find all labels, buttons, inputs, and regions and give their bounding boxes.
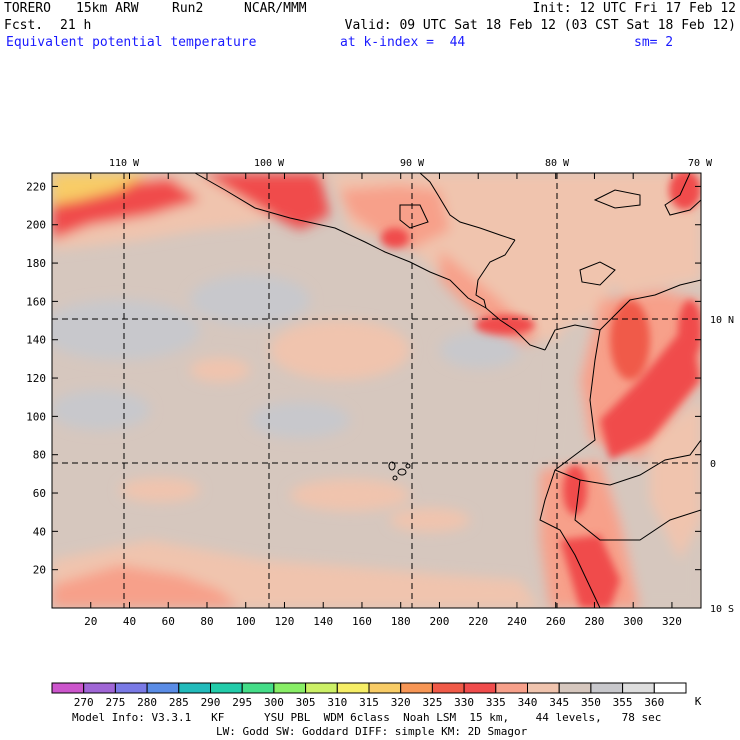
colorbar-level-label: 325 [422,696,442,709]
colorbar-level-label: 270 [74,696,94,709]
x-tick-label: 100 [236,615,256,628]
y-tick-label: 20 [33,564,46,577]
level-label: at k-index = 44 [340,35,466,50]
x-tick-label: 120 [275,615,295,628]
colorbar-swatch [653,682,687,694]
y-tick-label: 160 [26,295,46,308]
x-tick-label: 200 [430,615,450,628]
colorbar-swatch [622,682,655,694]
x-tick-label: 240 [507,615,527,628]
lon-label-100w: 100 W [254,158,285,169]
lat-label-0: 0 [710,459,716,470]
y-tick-label: 60 [33,487,46,500]
init-time: Init: 12 UTC Fri 17 Feb 12 [532,1,737,16]
colorbar [51,682,687,694]
colorbar-unit: K [695,695,702,708]
colorbar-swatch [431,682,465,694]
x-tick-label: 40 [123,615,136,628]
x-tick-label: 180 [391,615,411,628]
colorbar-swatch [558,682,592,694]
x-tick-label: 320 [662,615,682,628]
lon-label-80w: 80 W [545,158,570,169]
x-tick-label: 60 [162,615,175,628]
smoothing-label: sm= 2 [634,35,674,50]
colorbar-level-label: 340 [518,696,538,709]
colorbar-level-label: 345 [549,696,569,709]
theta-e-field [52,173,701,608]
y-tick-label: 140 [26,334,46,347]
colorbar-level-label: 300 [264,696,284,709]
colorbar-swatch [273,682,307,694]
run-label: Run2 [172,1,204,16]
colorbar-level-label: 350 [581,696,601,709]
y-tick-label: 100 [26,410,46,423]
colorbar-swatch [463,682,497,694]
y-tick-label: 200 [26,219,46,232]
x-tick-label: 300 [623,615,643,628]
colorbar-level-label: 310 [327,696,347,709]
colorbar-swatch [400,682,433,694]
colorbar-swatch [495,682,528,694]
colorbar-level-label: 305 [296,696,316,709]
colorbar-swatch [590,682,624,694]
colorbar-level-label: 275 [105,696,125,709]
y-tick-label: 80 [33,449,46,462]
colorbar-swatch [51,682,85,694]
valid-time: Valid: 09 UTC Sat 18 Feb 12 (03 CST Sat … [344,18,736,33]
colorbar-swatch [368,682,402,694]
colorbar-level-label: 295 [232,696,252,709]
y-tick-label: 40 [33,525,46,538]
colorbar-swatch [146,682,180,694]
model-resolution: 15km ARW [76,1,139,16]
colorbar-swatch [527,682,560,694]
x-tick-label: 80 [200,615,213,628]
colorbar-level-label: 355 [613,696,633,709]
colorbar-swatch [114,682,148,694]
y-tick-label: 180 [26,257,46,270]
plot-frame [51,172,702,609]
y-tick-label: 220 [26,180,46,193]
colorbar-swatch [178,682,212,694]
colorbar-level-label: 280 [137,696,157,709]
forecast-hours: 21 h [60,18,92,33]
lon-label-110w: 110 W [109,158,140,169]
colorbar-level-label: 335 [486,696,506,709]
x-tick-label: 260 [546,615,566,628]
colorbar-level-label: 320 [391,696,411,709]
physics-info: LW: Godd SW: Goddard DIFF: simple KM: 2D… [216,725,528,738]
lon-label-90w: 90 W [400,158,425,169]
colorbar-level-label: 360 [644,696,664,709]
x-axis-ticks: 20 40 60 80 100 120 140 160 180 200 220 240 260 280 30… [84,173,682,628]
x-tick-label: 160 [352,615,372,628]
field-title: Equivalent potential temperature [6,35,257,50]
org-label: NCAR/MMM [244,1,307,16]
colorbar-swatch [336,682,370,694]
colorbar-level-label: 330 [454,696,474,709]
lat-label-10n: 10 N [710,315,734,326]
colorbar-level-label: 290 [201,696,221,709]
colorbar-labels: 270 275 280 285 290 295 300 305 310 315 320 325 330 3… [74,696,664,709]
colorbar-swatch [241,682,275,694]
lat-lon-gridlines [52,173,701,608]
model-name: TORERO [4,1,51,16]
coastlines [194,173,701,608]
lon-label-70w: 70 W [688,158,713,169]
colorbar-level-label: 315 [359,696,379,709]
colorbar-swatch [210,682,243,694]
colorbar-level-label: 285 [169,696,189,709]
model-info: Model Info: V3.3.1 KF YSU PBL WDM 6class… [72,711,661,724]
x-tick-label: 280 [585,615,605,628]
colorbar-swatch [83,682,116,694]
colorbar-swatch [305,682,338,694]
y-axis-ticks: 20 40 60 80 100 120 140 160 180 200 220 [26,180,701,577]
x-tick-label: 20 [84,615,97,628]
lat-label-10s: 10 S [710,604,734,615]
y-tick-label: 120 [26,372,46,385]
x-tick-label: 140 [313,615,333,628]
x-tick-label: 220 [468,615,488,628]
forecast-label: Fcst. [4,18,44,33]
